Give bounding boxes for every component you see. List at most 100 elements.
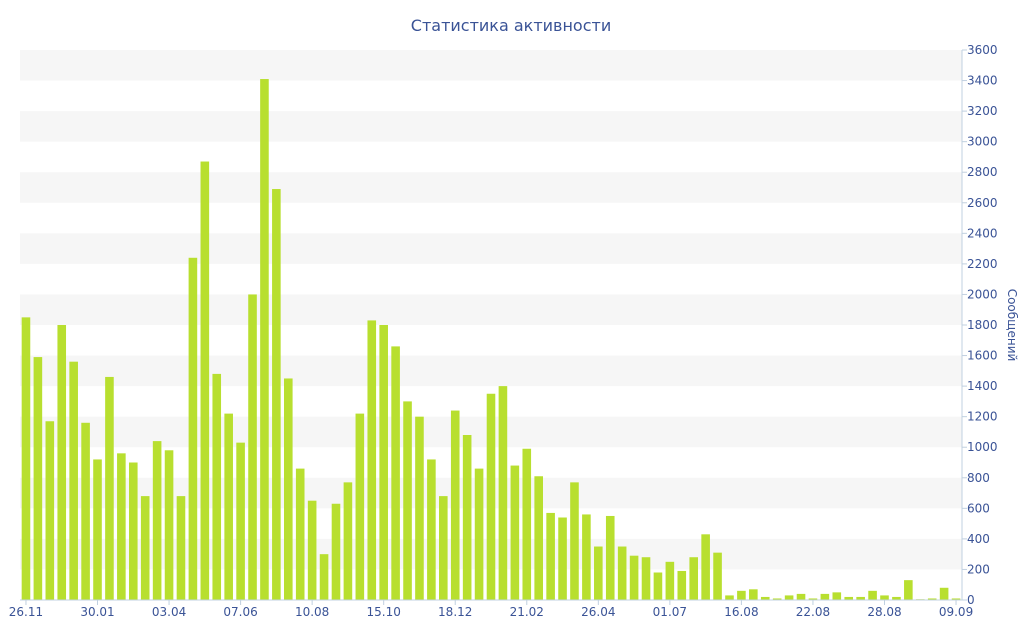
y-tick-label: 2800 — [967, 165, 998, 179]
bar — [510, 465, 520, 600]
bar — [594, 546, 603, 600]
x-tick-label: 22.08 — [796, 605, 830, 619]
bar — [641, 557, 651, 600]
bar — [820, 593, 830, 600]
bar — [331, 503, 341, 600]
bar — [498, 386, 508, 600]
y-tick-label: 2600 — [967, 196, 998, 210]
bar — [367, 320, 377, 600]
x-tick-label: 21.02 — [510, 605, 544, 619]
bar — [272, 189, 281, 600]
bar — [939, 587, 949, 600]
bar — [128, 462, 138, 600]
bar — [117, 453, 126, 600]
bar — [307, 500, 317, 600]
y-tick-label: 600 — [967, 501, 990, 515]
bar — [355, 413, 365, 600]
bar — [522, 448, 532, 600]
bar — [749, 589, 758, 600]
bar — [605, 515, 615, 600]
y-tick-label: 1400 — [967, 379, 998, 393]
bar — [558, 517, 567, 600]
bar — [927, 598, 937, 600]
grid-band — [20, 233, 962, 264]
bar — [582, 514, 591, 600]
bar — [737, 590, 746, 600]
bar — [796, 593, 806, 600]
bar — [212, 373, 222, 600]
bar — [474, 468, 484, 600]
grid-band — [20, 111, 962, 142]
bar — [319, 554, 329, 600]
y-tick-label: 0 — [967, 593, 975, 607]
y-tick-label: 3000 — [967, 135, 998, 149]
bar — [427, 459, 436, 600]
bar — [379, 325, 388, 600]
x-tick-label: 15.10 — [367, 605, 401, 619]
y-tick-label: 1800 — [967, 318, 998, 332]
bar — [33, 357, 43, 600]
bar — [248, 294, 257, 600]
x-tick-label: 18.12 — [438, 605, 472, 619]
bar — [808, 598, 818, 600]
x-tick-label: 16.08 — [724, 605, 758, 619]
x-tick-label: 09.09 — [939, 605, 973, 619]
bar — [617, 546, 627, 600]
bar — [725, 595, 734, 600]
bar — [629, 555, 639, 600]
x-tick-label: 03.04 — [152, 605, 186, 619]
grid-bands — [20, 50, 962, 570]
bar — [772, 598, 782, 600]
bar — [21, 317, 31, 600]
bar — [200, 161, 210, 600]
bar — [415, 416, 424, 600]
x-tick-label: 28.08 — [867, 605, 901, 619]
bar — [570, 482, 579, 600]
grid-band — [20, 355, 962, 387]
y-tick-label: 3400 — [967, 74, 998, 88]
bar — [188, 257, 198, 600]
bar — [689, 557, 699, 600]
bar — [284, 378, 293, 600]
bar — [152, 441, 162, 600]
bar — [391, 346, 400, 600]
y-tick-label: 2200 — [967, 257, 998, 271]
bar — [462, 435, 472, 600]
bar — [45, 421, 55, 600]
grid-band — [20, 172, 962, 203]
x-tick-label: 10.08 — [295, 605, 329, 619]
bar — [904, 580, 913, 600]
bar — [677, 570, 687, 600]
bar — [653, 572, 663, 600]
bar — [140, 496, 150, 600]
bar — [176, 496, 186, 600]
y-tick-label: 1200 — [967, 410, 998, 424]
y-tick-label: 200 — [967, 562, 990, 576]
grid-band — [20, 50, 962, 81]
x-tick-label: 26.04 — [581, 605, 615, 619]
bar — [343, 482, 353, 600]
bar — [951, 598, 961, 600]
bar — [760, 596, 770, 600]
bar — [880, 595, 889, 600]
y-tick-label: 3600 — [967, 43, 998, 57]
bar — [832, 592, 842, 600]
bar — [546, 512, 555, 600]
bar — [224, 413, 233, 600]
bar — [450, 410, 460, 600]
chart-title: Статистика активности — [411, 16, 611, 35]
bar — [844, 596, 854, 600]
bar — [784, 595, 794, 600]
y-tick-label: 3200 — [967, 104, 998, 118]
bar — [713, 552, 722, 600]
grid-band — [20, 294, 962, 325]
bar — [701, 534, 710, 600]
y-tick-label: 2000 — [967, 287, 998, 301]
y-tick-label: 2400 — [967, 226, 998, 240]
x-axis-ticks: 26.11 30.01 03.04 07.06 10.08 15.10 18.12 21.02… — [9, 600, 973, 619]
bar — [486, 393, 496, 600]
bar — [665, 561, 675, 600]
x-tick-label: 30.01 — [80, 605, 114, 619]
bar — [403, 401, 412, 600]
